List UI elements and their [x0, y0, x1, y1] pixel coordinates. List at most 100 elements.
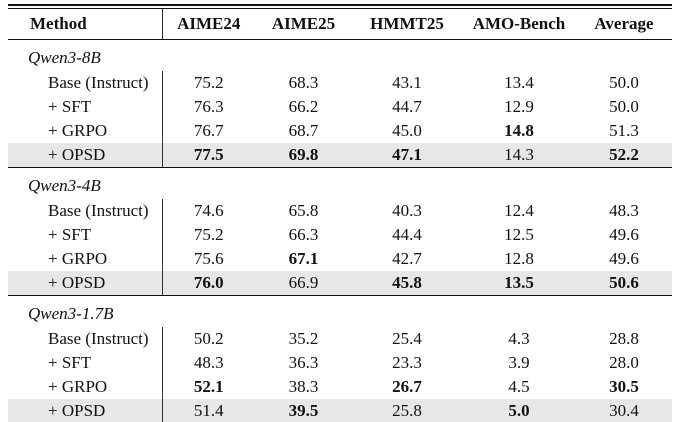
score-cell: 28.8: [609, 329, 639, 348]
score-cell: 3.9: [508, 353, 530, 372]
score-cell: 74.6: [193, 201, 224, 220]
method-cell: + OPSD: [8, 271, 163, 296]
score-cell: 51.3: [609, 121, 639, 140]
score-cell: 25.8: [352, 399, 462, 422]
method-cell: + GRPO: [8, 375, 163, 399]
score-cell: 14.8: [504, 121, 534, 140]
score-cell: 66.2: [288, 97, 319, 116]
score-cell: 12.4: [504, 201, 534, 220]
score-cell: 38.3: [288, 377, 319, 396]
score-cell: 44.4: [392, 225, 422, 244]
score-cell: 30.4: [576, 399, 672, 422]
group-name: Qwen3-4B: [28, 176, 101, 195]
score-cell: 50.6: [576, 271, 672, 296]
table-row: Base (Instruct) 50.2 35.2 25.4 4.3 28.8: [8, 327, 672, 351]
score-cell: 50.0: [609, 73, 639, 92]
method-cell: + GRPO: [8, 119, 163, 143]
score-cell: 51.4: [162, 399, 255, 422]
method-cell: + OPSD: [8, 399, 163, 422]
score-cell: 52.1: [193, 377, 224, 396]
score-cell: 45.8: [352, 271, 462, 296]
table-row: Base (Instruct) 75.2 68.3 43.1 13.4 50.0: [8, 71, 672, 95]
method-cell: Base (Instruct): [8, 327, 163, 351]
score-cell: 23.3: [392, 353, 422, 372]
table-row-highlighted: + OPSD 51.4 39.5 25.8 5.0 30.4: [8, 399, 672, 422]
score-cell: 12.9: [504, 97, 534, 116]
score-cell: 48.3: [609, 201, 639, 220]
group-header-row: Qwen3-4B: [8, 168, 672, 200]
score-cell: 47.1: [352, 143, 462, 168]
column-header-amo-bench: AMO-Bench: [462, 9, 576, 40]
score-cell: 13.4: [504, 73, 534, 92]
method-cell: + SFT: [8, 223, 163, 247]
score-cell: 65.8: [288, 201, 319, 220]
top-rule-thick: [8, 4, 672, 6]
score-cell: 75.2: [193, 73, 224, 92]
score-cell: 76.3: [193, 97, 224, 116]
table-row: + GRPO 76.7 68.7 45.0 14.8 51.3: [8, 119, 672, 143]
score-cell: 39.5: [255, 399, 352, 422]
score-cell: 28.0: [609, 353, 639, 372]
score-cell: 40.3: [392, 201, 422, 220]
score-cell: 44.7: [392, 97, 422, 116]
score-cell: 5.0: [462, 399, 576, 422]
score-cell: 66.3: [288, 225, 319, 244]
column-header-aime24: AIME24: [162, 9, 255, 40]
score-cell: 36.3: [288, 353, 319, 372]
score-cell: 75.6: [193, 249, 224, 268]
table-row: + GRPO 75.6 67.1 42.7 12.8 49.6: [8, 247, 672, 271]
table-row: + GRPO 52.1 38.3 26.7 4.5 30.5: [8, 375, 672, 399]
score-cell: 12.8: [504, 249, 534, 268]
score-cell: 50.2: [193, 329, 224, 348]
score-cell: 76.7: [193, 121, 224, 140]
score-cell: 50.0: [609, 97, 639, 116]
method-cell: + OPSD: [8, 143, 163, 168]
score-cell: 52.2: [576, 143, 672, 168]
group-header-row: Qwen3-1.7B: [8, 296, 672, 328]
column-header-aime25: AIME25: [255, 9, 352, 40]
group-name: Qwen3-1.7B: [28, 304, 114, 323]
group-header-row: Qwen3-8B: [8, 40, 672, 72]
method-cell: Base (Instruct): [8, 71, 163, 95]
table-header: Method AIME24 AIME25 HMMT25 AMO-Bench Av…: [8, 9, 672, 40]
header-row: Method AIME24 AIME25 HMMT25 AMO-Bench Av…: [8, 9, 672, 40]
score-cell: 35.2: [288, 329, 319, 348]
top-rule-thin: [8, 8, 672, 9]
method-cell: + GRPO: [8, 247, 163, 271]
score-cell: 77.5: [162, 143, 255, 168]
score-cell: 76.0: [162, 271, 255, 296]
group-name: Qwen3-8B: [28, 48, 101, 67]
table-row: Base (Instruct) 74.6 65.8 40.3 12.4 48.3: [8, 199, 672, 223]
score-cell: 4.5: [508, 377, 530, 396]
score-cell: 43.1: [392, 73, 422, 92]
score-cell: 4.3: [508, 329, 530, 348]
score-cell: 12.5: [504, 225, 534, 244]
column-header-hmmt25: HMMT25: [352, 9, 462, 40]
method-cell: + SFT: [8, 351, 163, 375]
method-cell: + SFT: [8, 95, 163, 119]
score-cell: 30.5: [609, 377, 639, 396]
score-cell: 14.3: [462, 143, 576, 168]
score-cell: 25.4: [392, 329, 422, 348]
score-cell: 48.3: [193, 353, 224, 372]
score-cell: 45.0: [392, 121, 422, 140]
score-cell: 67.1: [288, 249, 319, 268]
method-cell: Base (Instruct): [8, 199, 163, 223]
score-cell: 68.7: [288, 121, 319, 140]
score-cell: 49.6: [609, 225, 639, 244]
score-cell: 66.9: [255, 271, 352, 296]
table-row-highlighted: + OPSD 77.5 69.8 47.1 14.3 52.2: [8, 143, 672, 168]
column-header-average: Average: [576, 9, 672, 40]
table-row: + SFT 76.3 66.2 44.7 12.9 50.0: [8, 95, 672, 119]
score-cell: 42.7: [392, 249, 422, 268]
table-wrap: Method AIME24 AIME25 HMMT25 AMO-Bench Av…: [8, 4, 672, 422]
score-cell: 75.2: [193, 225, 224, 244]
table-row-highlighted: + OPSD 76.0 66.9 45.8 13.5 50.6: [8, 271, 672, 296]
score-cell: 13.5: [462, 271, 576, 296]
score-cell: 69.8: [255, 143, 352, 168]
table-row: + SFT 48.3 36.3 23.3 3.9 28.0: [8, 351, 672, 375]
results-table: Method AIME24 AIME25 HMMT25 AMO-Bench Av…: [8, 9, 672, 422]
score-cell: 26.7: [392, 377, 422, 396]
score-cell: 49.6: [609, 249, 639, 268]
